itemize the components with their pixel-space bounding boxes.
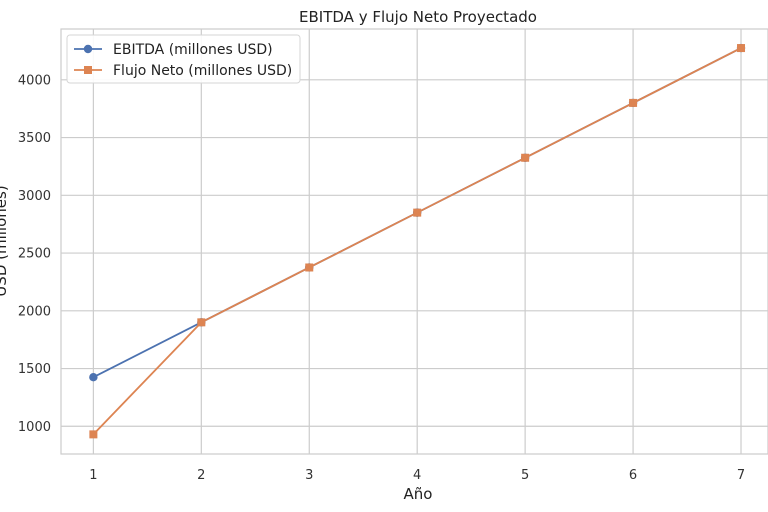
data-point-marker [89,372,98,382]
legend: EBITDA (millones USD) Flujo Neto (millone… [66,34,301,84]
legend-label: Flujo Neto (millones USD) [113,63,292,79]
y-tick-label: 1000 [18,420,51,435]
data-point-marker [305,263,314,272]
legend-marker [83,44,93,54]
grid [61,29,768,454]
y-tick-label: 4000 [18,73,51,88]
data-point-marker [737,44,746,53]
series-layer [89,43,746,439]
y-tick-label: 2000 [18,304,51,319]
y-tick-label: 2500 [18,247,51,262]
x-tick-label: 4 [413,468,421,483]
data-point-marker [413,208,422,217]
y-tick-label: 3000 [18,189,51,204]
x-tick-label: 2 [197,468,205,483]
legend-marker [84,66,92,74]
series-flujo-neto [89,44,746,439]
plot-frame [60,28,768,455]
legend-box [66,34,301,84]
data-point-marker [89,430,98,439]
data-point-marker [197,318,206,327]
y-tick-labels: 1000 1500 2000 2500 3000 3500 4000 [18,73,51,434]
y-axis-label: USD (millones) [0,185,10,296]
x-tick-label: 7 [737,468,745,483]
legend-item: EBITDA (millones USD) [74,42,273,58]
x-tick-label: 5 [521,468,529,483]
x-tick-labels: 1 2 3 4 5 6 7 [89,468,745,483]
data-point-marker [521,153,530,162]
legend-item: Flujo Neto (millones USD) [74,63,292,79]
x-tick-label: 6 [629,468,637,483]
x-tick-label: 1 [89,468,97,483]
legend-label: EBITDA (millones USD) [113,42,273,58]
chart-title: EBITDA y Flujo Neto Proyectado [299,8,537,26]
data-point-marker [629,98,638,107]
y-tick-label: 3500 [18,131,51,146]
x-tick-label: 3 [305,468,313,483]
y-tick-label: 1500 [18,362,51,377]
x-axis-label: Año [404,485,433,503]
